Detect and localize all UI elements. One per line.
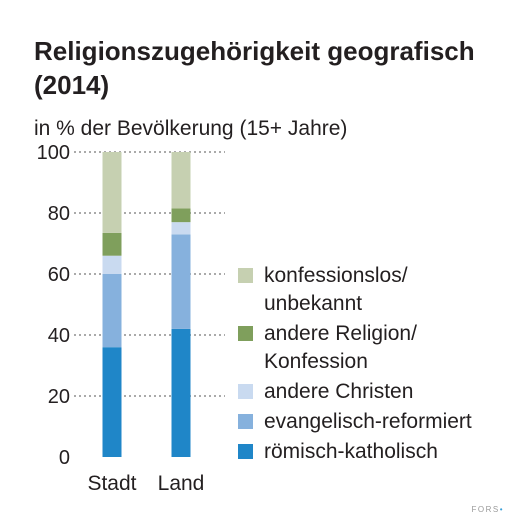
legend-label: andere Religion/	[264, 322, 417, 345]
x-category-label: Land	[158, 472, 205, 495]
bar-segment	[171, 222, 191, 235]
legend-item: andere Christen	[238, 378, 508, 406]
bars	[102, 152, 191, 457]
chart-subtitle: in % der Bevölkerung (15+ Jahre)	[34, 117, 348, 140]
gridlines	[74, 151, 225, 397]
x-category-label: Stadt	[87, 472, 136, 495]
bar-segment	[171, 234, 191, 329]
bar-segment	[102, 232, 122, 256]
bar-segment	[171, 208, 191, 223]
bar-segment	[102, 255, 122, 274]
bar-segment	[171, 328, 191, 457]
y-tick-label: 100	[37, 142, 70, 164]
legend-label: konfessionslos/	[264, 264, 408, 287]
legend-label: Konfession	[264, 350, 368, 373]
legend-item: andere Religion/Konfession	[238, 320, 508, 376]
legend-swatch	[238, 444, 253, 459]
y-tick-label: 80	[48, 203, 70, 225]
legend-swatch	[238, 384, 253, 399]
bar-segment	[102, 347, 122, 457]
y-tick-label: 20	[48, 386, 70, 408]
legend-label: unbekannt	[264, 292, 363, 315]
legend: konfessionslos/unbekannt andere Religion/…	[238, 262, 508, 468]
bar-segment	[102, 274, 122, 348]
y-tick-label: 60	[48, 264, 70, 286]
legend-item: evangelisch-reformiert	[238, 408, 508, 436]
legend-label: evangelisch-reformiert	[264, 410, 472, 433]
axis-labels: 0 20 40 60 80 100 Stadt Land	[37, 142, 205, 495]
legend-label: römisch-katholisch	[264, 440, 438, 463]
bar-segment	[102, 152, 122, 233]
legend-item: konfessionslos/unbekannt	[238, 262, 508, 318]
chart-title: Religionszugehörigkeit geografisch (2014…	[34, 36, 475, 100]
legend-swatch	[238, 414, 253, 429]
y-tick-label: 40	[48, 325, 70, 347]
y-tick-label: 0	[59, 447, 70, 469]
brand-text: FORS	[471, 505, 500, 514]
legend-item: römisch-katholisch	[238, 438, 508, 466]
legend-swatch	[238, 326, 253, 341]
legend-label: andere Christen	[264, 380, 414, 403]
legend-swatch	[238, 268, 253, 283]
brand-logo: FORS•	[471, 505, 504, 514]
bar-segment	[171, 152, 191, 209]
brand-dot-icon: •	[499, 505, 504, 514]
